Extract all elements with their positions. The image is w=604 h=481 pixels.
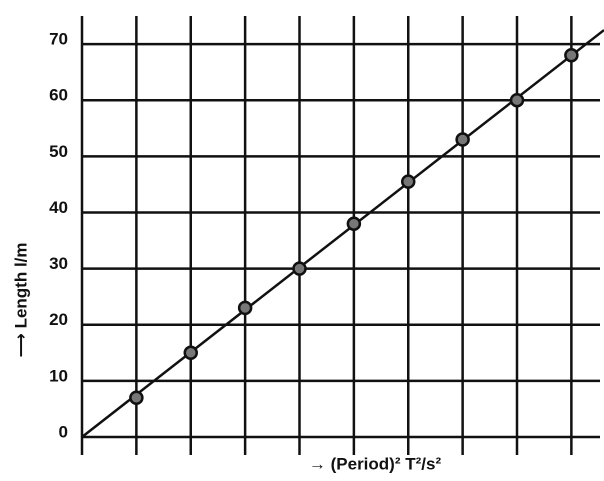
y-tick-label: 50 — [49, 142, 68, 161]
data-point — [564, 48, 579, 63]
y-tick-label: 40 — [49, 198, 68, 217]
fit-line — [81, 29, 604, 438]
data-point — [509, 92, 525, 108]
data-point — [292, 261, 307, 276]
data-point — [346, 216, 362, 231]
y-tick-label: 60 — [49, 86, 68, 105]
data-point — [129, 390, 144, 405]
data-point — [237, 300, 253, 316]
x-axis-label: → (Period)² T²/s² — [309, 454, 442, 473]
y-axis-label: ⟶ Length l/m — [11, 242, 30, 357]
data-point — [183, 345, 198, 361]
y-tick-label: 20 — [49, 310, 68, 329]
y-tick-label: 10 — [49, 366, 68, 385]
y-tick-label: 70 — [49, 30, 68, 49]
data-point — [401, 174, 416, 189]
y-tick-label: 0 — [59, 422, 68, 441]
data-point — [455, 132, 470, 147]
y-tick-label: 30 — [49, 254, 68, 273]
